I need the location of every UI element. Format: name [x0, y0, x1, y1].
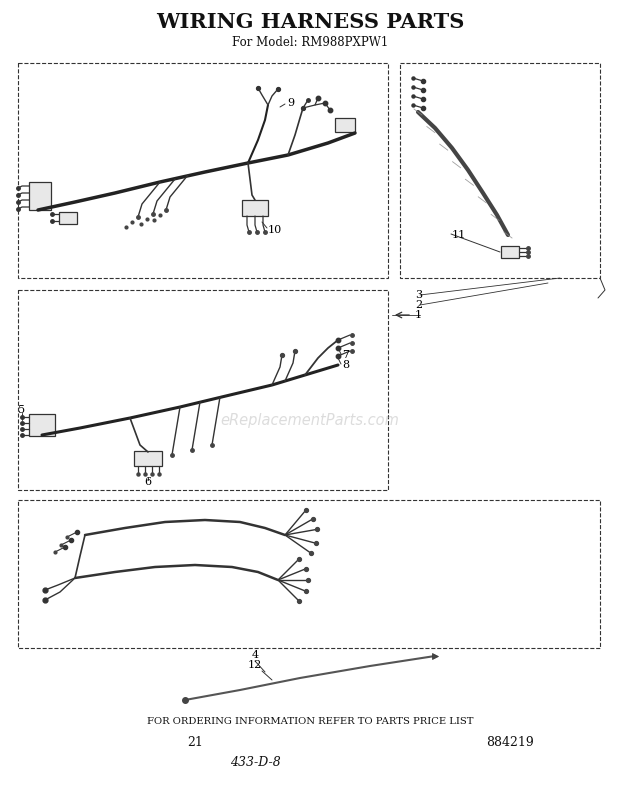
Text: 3: 3: [415, 290, 422, 300]
Text: 21: 21: [187, 736, 203, 748]
Bar: [18, 500, 600, 648]
Text: eReplacementParts.com: eReplacementParts.com: [221, 412, 399, 427]
Text: WIRING HARNESS PARTS: WIRING HARNESS PARTS: [156, 12, 464, 32]
Text: 433-D-8: 433-D-8: [229, 756, 280, 768]
Text: 10: 10: [268, 225, 282, 235]
Text: 5: 5: [19, 405, 25, 415]
Bar: [29, 182, 51, 210]
Text: 1: 1: [415, 310, 422, 320]
Text: 6: 6: [144, 477, 151, 487]
Text: 2: 2: [415, 300, 422, 310]
Bar: [400, 63, 600, 278]
Text: 7: 7: [342, 350, 349, 360]
Text: 12: 12: [248, 660, 262, 670]
Text: FOR ORDERING INFORMATION REFER TO PARTS PRICE LIST: FOR ORDERING INFORMATION REFER TO PARTS …: [147, 718, 473, 726]
Text: 11: 11: [452, 230, 466, 240]
Text: 9: 9: [287, 98, 294, 108]
Bar: [29, 414, 55, 436]
Bar: [501, 246, 519, 258]
Bar: [242, 200, 268, 216]
Text: 8: 8: [342, 360, 349, 370]
Text: 884219: 884219: [486, 736, 534, 748]
Text: 4: 4: [252, 650, 259, 660]
Text: For Model: RM988PXPW1: For Model: RM988PXPW1: [232, 35, 388, 49]
Bar: [18, 290, 388, 490]
Bar: [18, 63, 388, 278]
Bar: [134, 450, 162, 465]
Bar: [335, 118, 355, 132]
Bar: [59, 212, 77, 224]
